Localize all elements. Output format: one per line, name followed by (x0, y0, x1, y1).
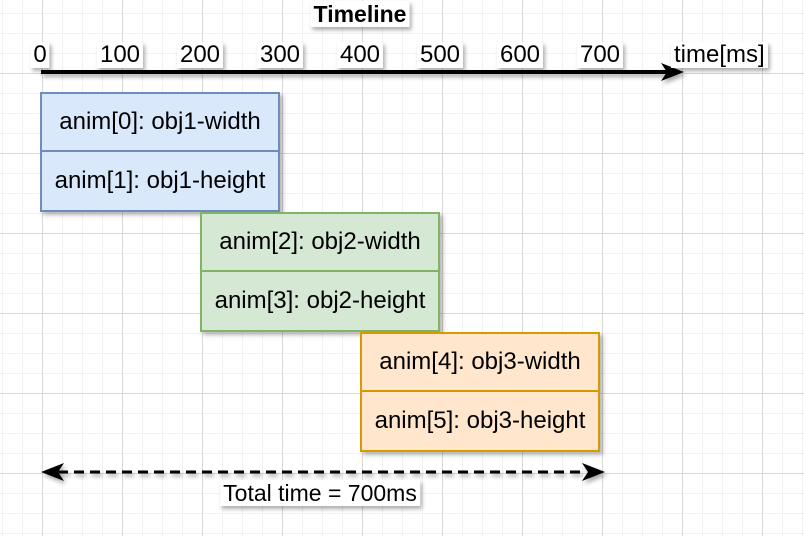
bar-label: anim[4]: obj3-width (379, 348, 581, 375)
axis-tick-400: 400 (336, 42, 384, 68)
total-time-span-arrow (41, 463, 605, 481)
left-arrowhead-icon (41, 463, 64, 481)
bar-label: anim[3]: obj2-height (214, 287, 426, 314)
timeline-bar-anim2: anim[2]: obj2-width (200, 212, 440, 272)
timeline-bar-anim1: anim[1]: obj1-height (40, 152, 280, 212)
bar-label: anim[1]: obj1-height (54, 167, 266, 194)
axis-tick-0: 0 (30, 42, 50, 68)
bar-label: anim[0]: obj1-width (59, 108, 261, 135)
axis-tick-300: 300 (256, 42, 304, 68)
axis-tick-200: 200 (176, 42, 224, 68)
time-axis-arrow (41, 63, 684, 81)
total-time-label: Total time = 700ms (220, 480, 420, 506)
bar-label: anim[5]: obj3-height (374, 407, 586, 434)
axis-tick-600: 600 (496, 42, 544, 68)
right-arrowhead-icon (582, 463, 605, 481)
timeline-bar-anim5: anim[5]: obj3-height (360, 392, 600, 452)
timeline-bar-anim4: anim[4]: obj3-width (360, 332, 600, 392)
axis-tick-500: 500 (416, 42, 464, 68)
axis-unit-label: time[ms] (671, 42, 768, 68)
axis-tick-700: 700 (576, 42, 624, 68)
diagram-title: Timeline (310, 1, 410, 27)
axis-arrowhead-icon (661, 63, 684, 81)
timeline-bar-anim3: anim[3]: obj2-height (200, 272, 440, 332)
timeline-bar-anim0: anim[0]: obj1-width (40, 92, 280, 152)
bar-label: anim[2]: obj2-width (219, 228, 421, 255)
axis-tick-100: 100 (96, 42, 144, 68)
